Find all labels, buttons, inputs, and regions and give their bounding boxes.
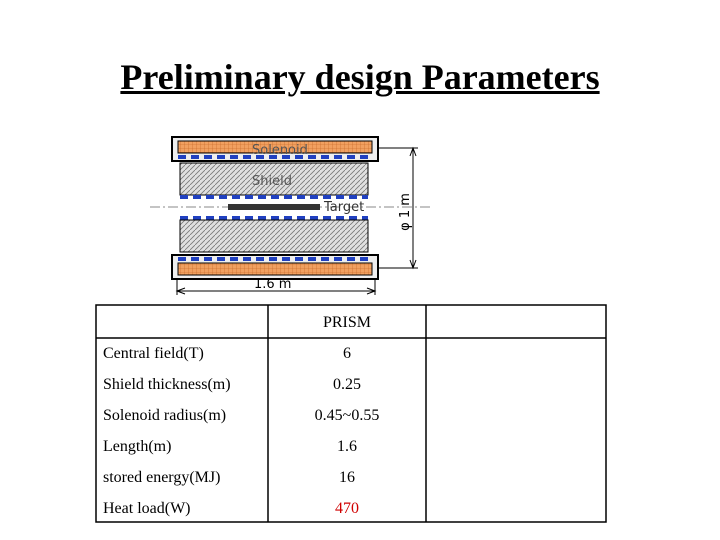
diameter-label: φ 1 m: [398, 193, 413, 231]
diameter-dimension: [378, 146, 418, 270]
cell-value: 6: [343, 345, 351, 362]
cell-label: stored energy(MJ): [103, 469, 221, 486]
length-dimension: [175, 280, 377, 295]
target: [228, 204, 320, 210]
cell-label: Shield thickness(m): [103, 376, 231, 393]
shield-label: Shield: [252, 174, 292, 189]
cell-label: Solenoid radius(m): [103, 407, 227, 424]
cell-value: 470: [335, 500, 359, 517]
table-grid: [95, 304, 607, 523]
cell-label: Length(m): [103, 438, 172, 455]
slide-title: Preliminary design Parameters: [120, 57, 600, 97]
solenoid-bottom: [171, 254, 379, 280]
shield-bottom: [179, 219, 369, 253]
cell-value: 0.45~0.55: [314, 407, 380, 424]
column-header: PRISM: [322, 314, 372, 331]
cell-label: Heat load(W): [103, 500, 191, 517]
shield-top: [179, 162, 369, 196]
cell-label: Central field(T): [103, 345, 204, 362]
cell-value: 16: [339, 469, 355, 486]
cell-value: 1.6: [337, 438, 357, 455]
length-label: 1.6 m: [254, 277, 291, 292]
cell-value: 0.25: [333, 376, 361, 393]
solenoid-label: Solenoid: [252, 143, 308, 158]
solenoid-top: [171, 136, 379, 162]
target-label: Target: [323, 200, 364, 215]
